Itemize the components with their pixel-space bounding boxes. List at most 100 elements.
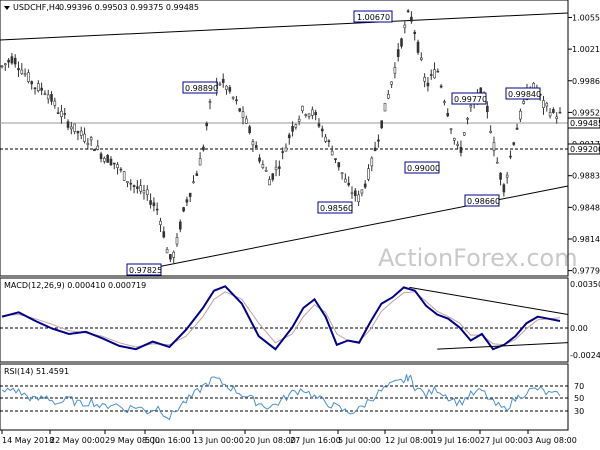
candle-body — [519, 110, 522, 120]
candle-body — [466, 118, 469, 120]
candle-body — [50, 94, 53, 102]
candle-body — [281, 151, 284, 153]
candle-body — [555, 116, 558, 119]
candle-body — [456, 143, 459, 146]
candle-body — [178, 221, 182, 230]
candle-body — [76, 131, 80, 134]
candle-body — [446, 112, 450, 117]
candle-body — [208, 101, 212, 103]
support-level-marker: 0.99200 — [567, 143, 600, 155]
annotation-0-98890[interactable]: 0.98890 — [182, 81, 218, 94]
rsi-tick-50: 50 — [574, 394, 584, 403]
candle-body — [436, 70, 440, 73]
candle-body — [251, 141, 255, 146]
candle-body — [393, 67, 397, 74]
candle-body — [254, 145, 258, 148]
candle-body — [30, 81, 34, 85]
candle-body — [314, 112, 317, 116]
annotation-0-99770[interactable]: 0.99770 — [451, 92, 487, 105]
candle-body — [89, 137, 93, 141]
annotation-0-99840[interactable]: 0.99840 — [505, 87, 541, 100]
candle-body — [340, 172, 344, 175]
candle-body — [439, 85, 443, 88]
rsi-tick-30: 30 — [574, 407, 584, 416]
candle-body — [406, 10, 410, 13]
candle-body — [552, 109, 555, 113]
macd-lower-trendline[interactable] — [437, 342, 569, 350]
annotation-0-99770-text: 0.99770 — [454, 95, 487, 104]
time-tick-label: 27 Jun 16:00 — [290, 436, 341, 445]
candle-body — [129, 182, 133, 185]
candle-body — [63, 113, 67, 115]
rsi-axis: 70 50 30 — [567, 364, 584, 430]
candle-body — [218, 83, 222, 86]
candle-body — [416, 41, 420, 53]
collapse-arrow-icon[interactable] — [4, 6, 10, 10]
candle-body — [350, 192, 354, 195]
current-price-label: 0.99485 — [570, 119, 600, 128]
candle-body — [261, 164, 265, 168]
candle-body — [492, 142, 496, 151]
upper-resistance-trendline[interactable] — [0, 12, 569, 41]
candle-body — [320, 128, 324, 132]
price-panel — [0, 0, 569, 277]
candle-body — [271, 173, 275, 180]
candle-body — [373, 147, 377, 151]
candle-body — [202, 146, 205, 151]
annotation-1-00670[interactable]: 1.00670 — [353, 10, 393, 23]
time-tick-label: 19 Jul 16:00 — [432, 436, 480, 445]
candle-body — [495, 161, 499, 164]
candle-body — [225, 85, 228, 90]
candle-body — [403, 24, 407, 29]
macd-tick-bottom: -0.002406 — [570, 351, 600, 360]
candle-body — [235, 99, 238, 102]
candle-body — [327, 140, 331, 143]
candle-body — [7, 59, 10, 63]
rsi-panel — [0, 363, 569, 431]
price-tick-label: 1.00555 — [572, 13, 600, 22]
annotation-0-98660[interactable]: 0.98660 — [464, 194, 500, 207]
candle-body — [23, 73, 27, 76]
candle-body — [122, 171, 126, 181]
candle-body — [155, 208, 159, 211]
annotation-0-99000[interactable]: 0.99000 — [404, 161, 440, 174]
candle-body — [185, 199, 189, 203]
price-tick-label: 0.98485 — [572, 203, 600, 212]
candle-body — [86, 142, 90, 146]
rsi-label: RSI(14) 51.4591 — [4, 367, 69, 376]
candle-body — [132, 185, 136, 187]
candle-body — [10, 56, 14, 64]
candle-body — [205, 122, 209, 127]
macd-tick-zero: 0.00 — [570, 324, 588, 333]
candle-body — [37, 83, 40, 92]
candle-body — [545, 102, 549, 107]
candle-body — [195, 173, 199, 176]
macd-axis: 0.003509 0.00 -0.002406 — [567, 278, 600, 362]
macd-line — [1, 285, 561, 351]
candle-body — [20, 69, 24, 74]
candle-body — [258, 157, 261, 162]
candle-body — [347, 182, 350, 186]
candle-body — [363, 183, 367, 188]
macd-upper-trendline[interactable] — [409, 286, 569, 315]
candle-body — [423, 77, 426, 82]
candle-body — [27, 72, 30, 82]
candle-body — [145, 189, 149, 196]
annotation-0-97825[interactable]: 0.97825 — [126, 263, 162, 276]
candle-body — [66, 121, 70, 128]
candle-body — [43, 93, 47, 95]
candle-body — [165, 248, 169, 254]
annotation-0-98560[interactable]: 0.98560 — [317, 201, 353, 214]
candle-body — [17, 68, 20, 71]
candle-body — [380, 120, 384, 129]
candle-body — [291, 125, 294, 132]
candle-body — [142, 190, 146, 194]
candle-body — [515, 127, 519, 130]
candle-body — [73, 123, 76, 132]
candle-body — [33, 87, 37, 90]
candle-body — [453, 137, 456, 141]
